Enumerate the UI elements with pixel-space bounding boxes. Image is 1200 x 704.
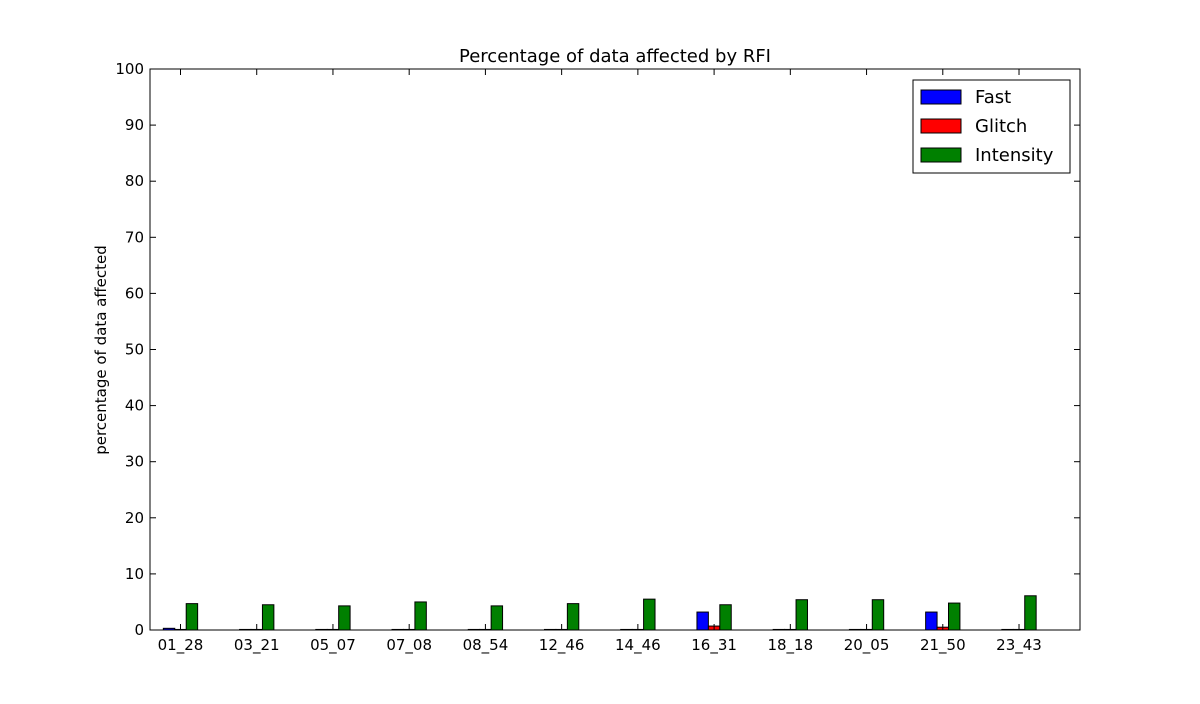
plot-frame [149,68,1081,631]
bar-intensity-01_28 [185,603,199,631]
x-tick-label: 21_50 [920,636,966,655]
legend-label-glitch: Glitch [975,116,1027,137]
x-tick-label: 08_54 [463,636,509,655]
y-tick-label: 90 [125,116,144,134]
bar-intensity-20_05 [871,599,885,631]
y-tick-label: 80 [125,172,144,190]
x-tick-label: 14_46 [615,636,661,655]
legend-swatch-fast [920,89,962,105]
bar-intensity-12_46 [566,603,580,631]
legend-label-intensity: Intensity [975,145,1054,166]
x-tick-label: 07_08 [386,636,432,655]
y-tick-label: 100 [115,60,144,78]
x-tick-label: 01_28 [158,636,204,655]
x-tick-label: 23_43 [996,636,1042,655]
chart-title: Percentage of data affected by RFI [459,46,771,67]
x-tick-label: 16_31 [691,636,737,655]
y-tick-label: 60 [125,284,144,302]
y-tick-label: 50 [125,341,144,359]
x-tick-label: 20_05 [844,636,890,655]
bar-intensity-03_21 [261,604,275,631]
ticks-layer: 0 10 20 30 40 50 60 70 80 90 100 01_28 03_21 05_07 07_… [115,60,1080,655]
y-axis-label: percentage of data affected [92,245,110,455]
y-tick-label: 30 [125,453,144,471]
bar-intensity-18_18 [795,599,808,631]
bar-intensity-14_46 [643,598,656,631]
y-tick-label: 10 [125,565,144,583]
bar-intensity-08_54 [490,605,504,631]
y-tick-label: 70 [125,228,144,246]
bar-fast-21_50 [925,611,938,631]
x-tick-label: 12_46 [539,636,585,655]
bar-fast-16_31 [696,611,709,631]
x-tick-label: 05_07 [310,636,356,655]
legend-swatch-glitch [920,118,962,134]
legend: Fast Glitch Intensity [912,79,1071,174]
y-tick-label: 0 [134,621,144,639]
x-tick-label: 18_18 [767,636,813,655]
bar-intensity-23_43 [1024,595,1037,631]
legend-swatch-intensity [920,147,962,163]
bar-intensity-21_50 [948,602,961,631]
y-tick-label: 40 [125,397,144,415]
x-tick-label: 03_21 [234,636,280,655]
bar-intensity-07_08 [414,601,427,631]
y-tick-label: 20 [125,509,144,527]
bar-intensity-16_31 [719,604,732,631]
bar-intensity-05_07 [338,605,351,631]
bars-layer [162,595,1037,631]
legend-label-fast: Fast [975,87,1011,108]
